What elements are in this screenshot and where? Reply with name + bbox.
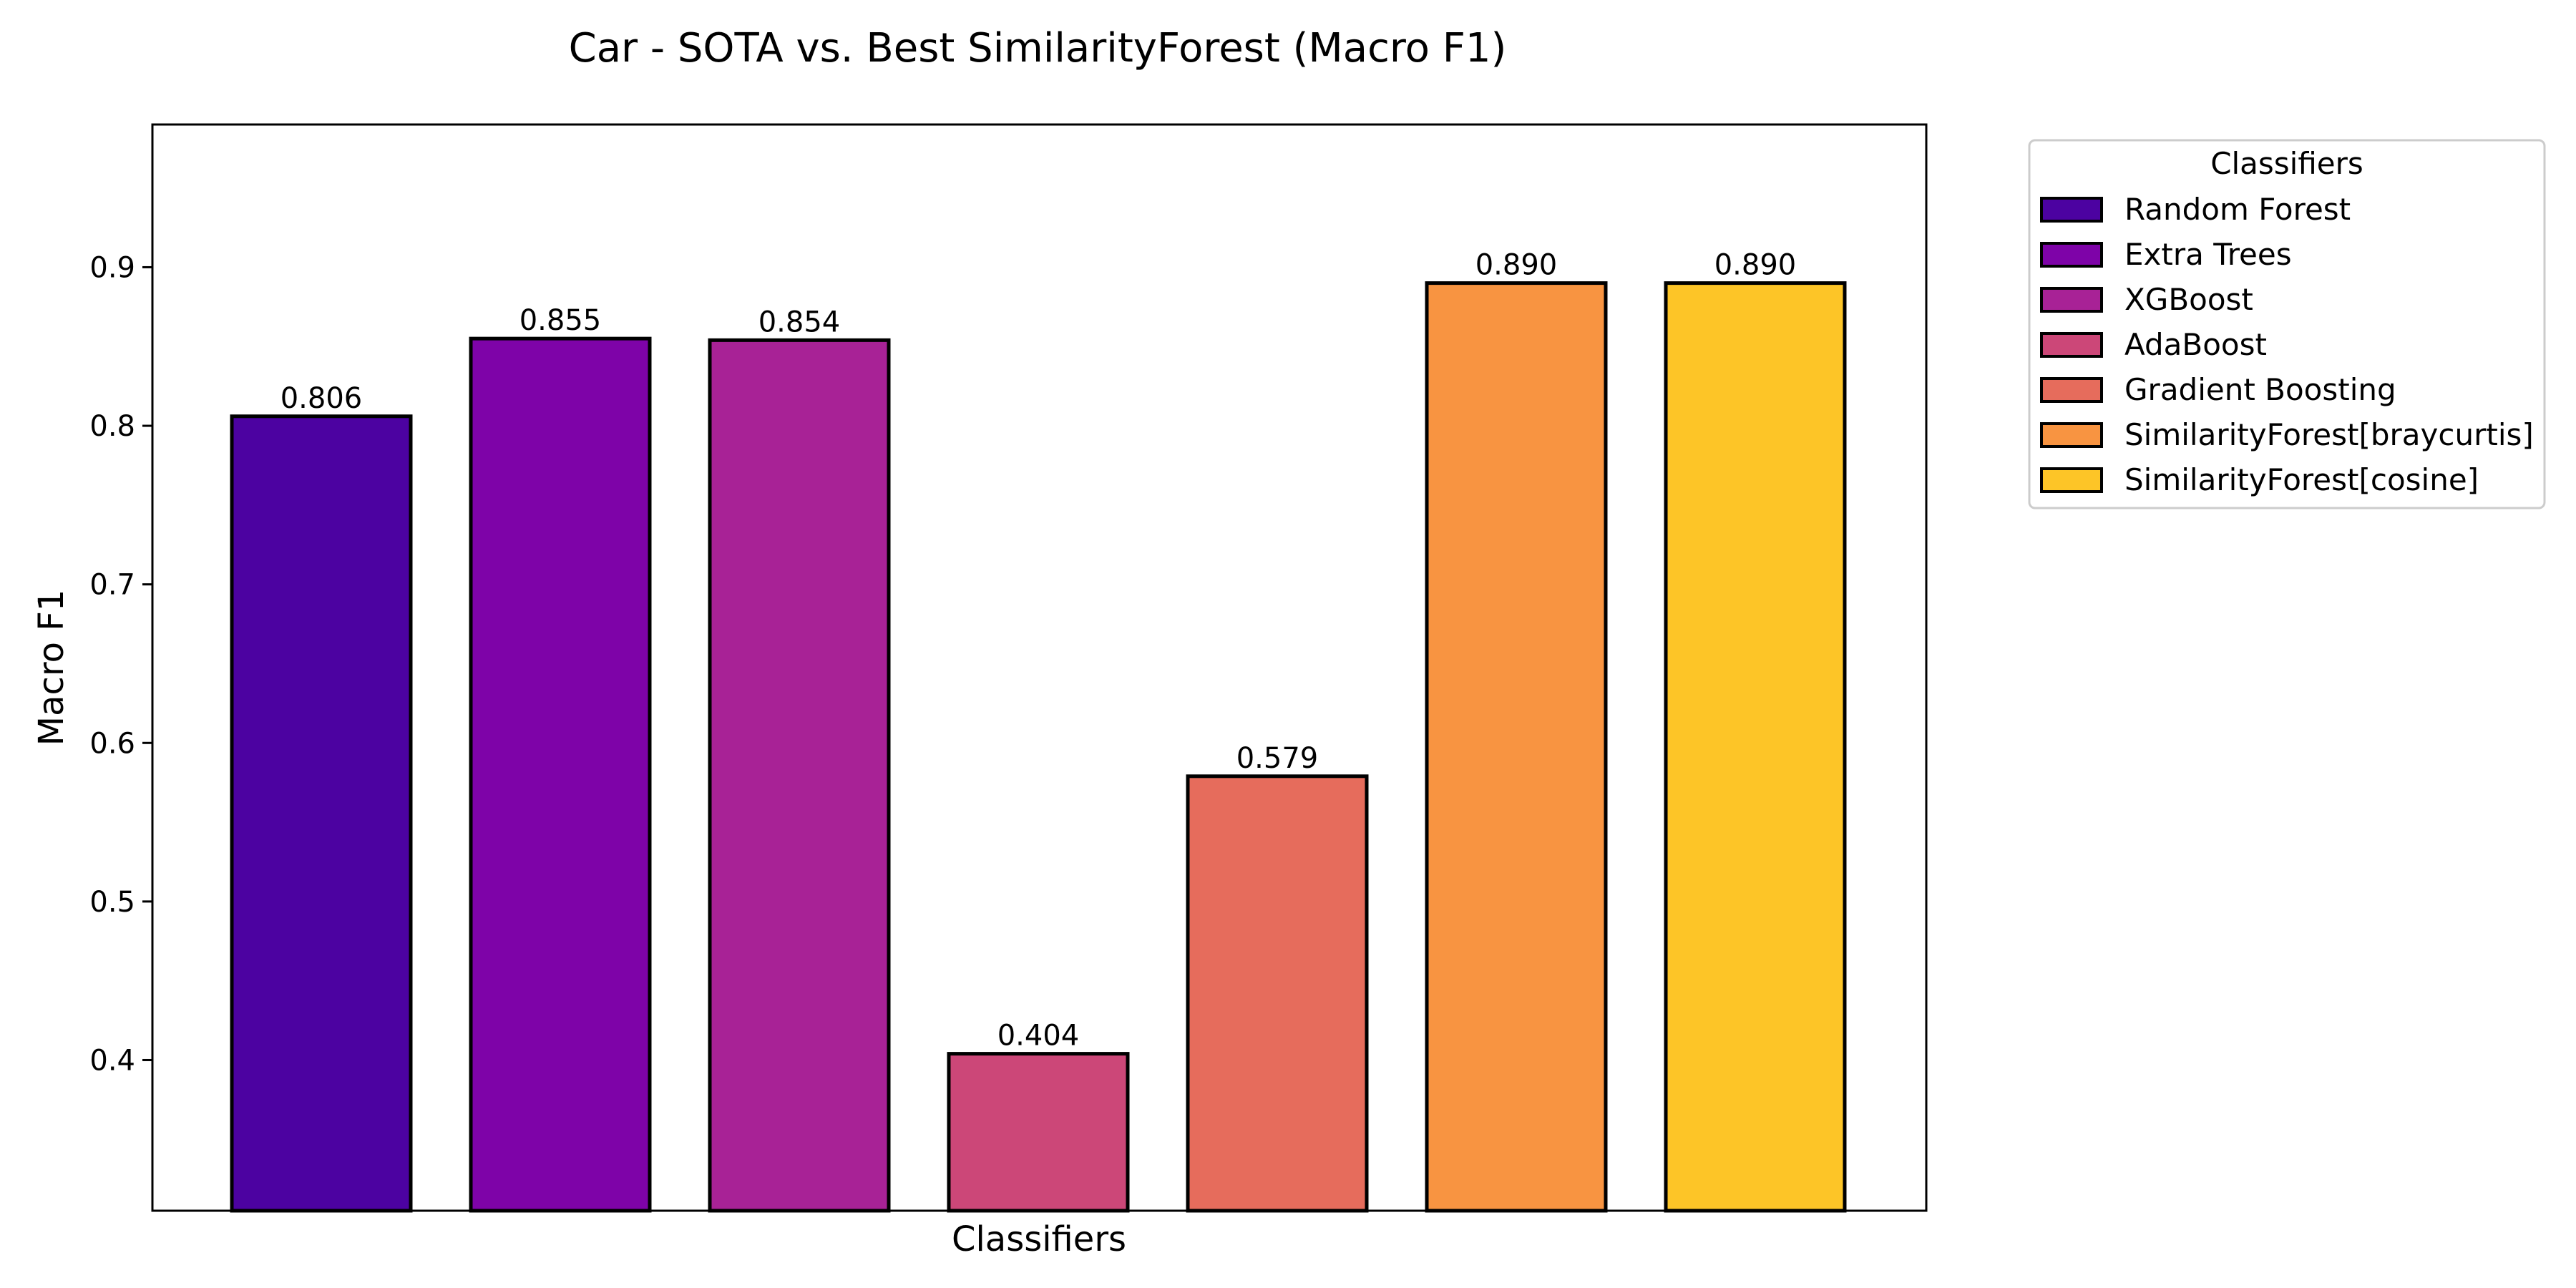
y-axis: 0.4 0.5 0.6 0.7 0.8 0.9: [89, 251, 152, 1077]
chart-title: Car - SOTA vs. Best SimilarityForest (Ma…: [569, 25, 1507, 72]
legend-label: Extra Trees: [2124, 237, 2292, 272]
y-tick-label: 0.9: [89, 251, 135, 284]
legend-label: Gradient Boosting: [2124, 372, 2396, 407]
legend-frame: [2028, 139, 2546, 509]
legend-label: Random Forest: [2124, 192, 2351, 227]
bar-value-label: 0.404: [997, 1020, 1080, 1053]
y-tick-label: 0.8: [89, 410, 135, 443]
bar-value-label: 0.890: [1714, 249, 1797, 282]
y-tick-label: 0.7: [89, 569, 135, 602]
legend-items: Random Forest Extra Trees XGBoost AdaBoost G…: [2040, 192, 2534, 497]
legend-label: XGBoost: [2124, 282, 2253, 317]
bar: [230, 414, 413, 1213]
legend-label: SimilarityForest[braycurtis]: [2124, 417, 2534, 452]
legend-title: Classifiers: [2210, 146, 2363, 181]
bar: [469, 336, 652, 1213]
bar: [947, 1052, 1130, 1213]
y-tick-label: 0.5: [89, 886, 135, 919]
y-tick-label: 0.6: [89, 727, 135, 760]
bar-value-label: 0.806: [280, 382, 363, 415]
legend-swatch: [2040, 197, 2103, 223]
legend-swatch: [2040, 287, 2103, 313]
bars-layer: 0.806 0.855 0.854 0.404 0.579 0.890 0.890: [230, 249, 1847, 1213]
y-tick-label: 0.4: [89, 1044, 135, 1077]
y-axis-title: Macro F1: [31, 590, 72, 746]
legend-swatch: [2040, 377, 2103, 403]
bar: [1664, 281, 1847, 1213]
x-axis-title: Classifiers: [952, 1219, 1126, 1259]
bar: [1186, 774, 1369, 1213]
bar: [708, 338, 891, 1213]
legend-swatch: [2040, 422, 2103, 448]
legend-swatch: [2040, 332, 2103, 358]
legend: Classifiers Random Forest Extra Trees XGBo…: [2028, 139, 2546, 509]
bar-value-label: 0.890: [1475, 249, 1558, 282]
legend-swatch: [2040, 467, 2103, 493]
plot-area-frame: [151, 123, 1928, 1212]
legend-label: SimilarityForest[cosine]: [2124, 462, 2479, 497]
bar-value-label: 0.854: [758, 306, 841, 338]
bar-value-label: 0.579: [1236, 742, 1319, 775]
bar: [1425, 281, 1608, 1213]
legend-label: AdaBoost: [2124, 327, 2267, 362]
bar-value-label: 0.855: [519, 304, 602, 337]
legend-swatch: [2040, 242, 2103, 268]
